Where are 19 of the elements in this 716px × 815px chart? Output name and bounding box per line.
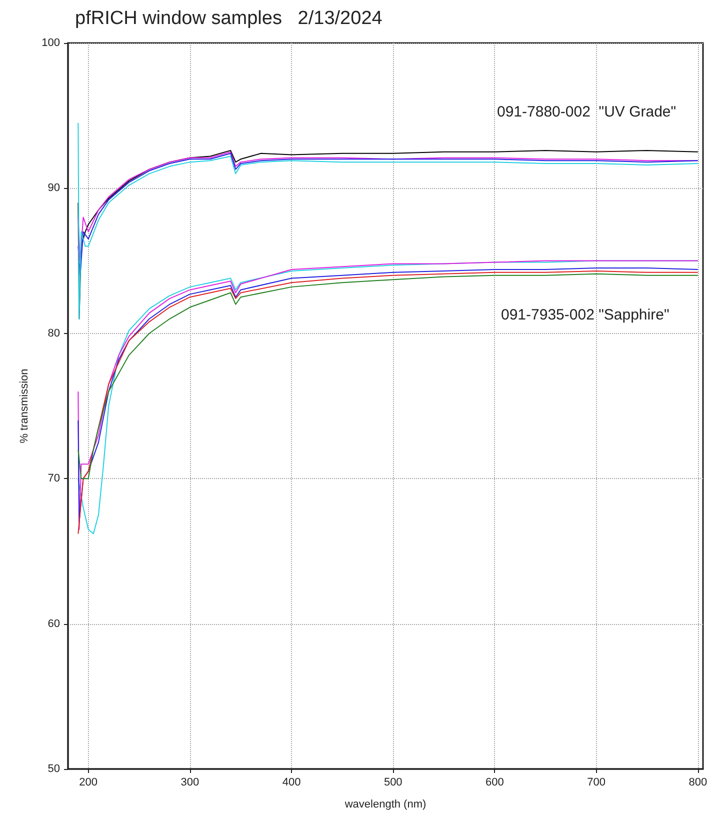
x-tick-label: 700 bbox=[587, 776, 606, 788]
y-tick-label: 80 bbox=[48, 327, 60, 340]
annotation: 091-7935-002 "Sapphire" bbox=[501, 306, 670, 324]
y-tick-label: 60 bbox=[48, 618, 60, 630]
x-tick-label: 200 bbox=[79, 776, 98, 788]
x-tick-label: 800 bbox=[688, 776, 708, 788]
annotation: 091-7880-002 "UV Grade" bbox=[497, 104, 676, 120]
x-tick-label: 600 bbox=[486, 776, 504, 788]
chart-title: pfRICH window samples 2/13/2024 bbox=[75, 8, 383, 29]
y-tick-label: 70 bbox=[48, 472, 60, 485]
x-tick-label: 400 bbox=[282, 776, 301, 788]
y-tick-label: 50 bbox=[48, 763, 60, 775]
line-series bbox=[78, 273, 698, 480]
y-tick-label: 90 bbox=[48, 182, 60, 194]
x-tick-label: 300 bbox=[180, 776, 200, 788]
x-tick-label: 500 bbox=[384, 776, 402, 788]
y-tick-label: 100 bbox=[42, 37, 60, 49]
x-axis-title: wavelength (nm) bbox=[344, 798, 426, 810]
y-axis-title: % transmission bbox=[18, 368, 30, 444]
